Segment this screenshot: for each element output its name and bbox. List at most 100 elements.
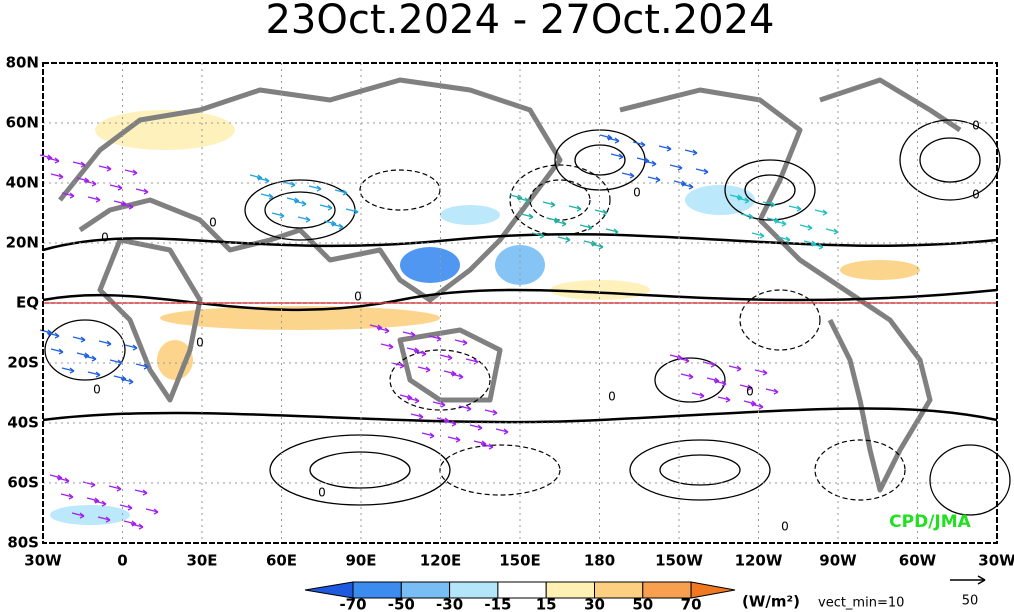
flux-vector xyxy=(531,232,545,239)
flux-vector xyxy=(130,523,144,530)
lat-label: 20N xyxy=(6,234,39,252)
flux-vector xyxy=(72,336,86,343)
flux-vector xyxy=(684,149,698,156)
flux-vector xyxy=(93,500,107,507)
reference-vector: 50 xyxy=(950,575,986,609)
flux-vector xyxy=(46,157,60,164)
flux-vector xyxy=(680,183,694,190)
flux-vector xyxy=(799,224,813,231)
flux-vector xyxy=(777,236,791,243)
flux-vector xyxy=(87,371,101,378)
contour-label: 0 xyxy=(318,486,326,500)
grid xyxy=(43,63,997,543)
colorbar: -70 -50 -30 -15 15 30 50 70 xyxy=(304,581,736,612)
contour-label: 0 xyxy=(209,216,217,230)
lon-label: 30W xyxy=(24,552,62,570)
lon-label: 60E xyxy=(266,552,297,570)
flux-vector xyxy=(454,339,468,346)
flux-vector xyxy=(579,224,593,231)
flux-vector xyxy=(46,332,60,339)
flux-vector xyxy=(119,504,133,511)
flux-vector xyxy=(71,512,85,519)
lat-label: 60N xyxy=(6,114,39,132)
flux-vector xyxy=(739,384,753,391)
lon-label: 30W xyxy=(978,552,1014,570)
flux-vector xyxy=(334,189,348,196)
flux-vector xyxy=(621,172,635,179)
contour-label: 0 xyxy=(101,231,109,245)
flux-vector xyxy=(83,180,97,187)
flux-vector xyxy=(469,424,483,431)
flux-vector xyxy=(516,197,530,204)
flux-vector xyxy=(484,409,498,416)
flux-vector xyxy=(380,343,394,350)
contour-label: 0 xyxy=(781,520,789,534)
colorbar-unit: (W/m²) xyxy=(742,593,800,611)
flux-vector xyxy=(297,216,311,223)
contour-label: 0 xyxy=(746,385,754,399)
flux-vector xyxy=(83,355,97,362)
colorbar-label: -15 xyxy=(484,596,511,612)
contour-label: 0 xyxy=(633,186,641,200)
flux-vector xyxy=(87,196,101,203)
flux-vector xyxy=(60,493,74,500)
flux-vector xyxy=(458,405,472,412)
flux-vector xyxy=(61,192,75,199)
flux-vector xyxy=(762,201,776,208)
flux-vector xyxy=(594,209,608,216)
flux-vector xyxy=(740,213,754,220)
flux-vector xyxy=(376,327,390,334)
flux-vector xyxy=(447,436,461,443)
flux-vector xyxy=(717,396,731,403)
flux-vector xyxy=(553,220,567,227)
flux-vector xyxy=(643,160,657,167)
map-panel: CPD/JMA xyxy=(39,62,1011,544)
flux-vector xyxy=(124,169,138,176)
flux-vector xyxy=(754,369,768,376)
flux-vector xyxy=(402,331,416,338)
flux-vector xyxy=(345,208,359,215)
flux-vector xyxy=(293,200,307,207)
lon-label: 120E xyxy=(420,552,462,570)
flux-vector xyxy=(108,485,122,492)
flux-vector xyxy=(61,367,75,374)
lon-label: 150W xyxy=(655,552,703,570)
flux-vector xyxy=(98,340,112,347)
lon-label: 90E xyxy=(345,552,376,570)
flux-vector xyxy=(542,201,556,208)
flux-vector xyxy=(98,165,112,172)
flux-vector xyxy=(134,489,148,496)
flux-vector xyxy=(319,204,333,211)
flux-vector xyxy=(120,203,134,210)
contour-label: 0 xyxy=(354,290,362,304)
flux-vector xyxy=(480,443,494,450)
lat-label: 60S xyxy=(7,474,39,492)
lat-label: 40N xyxy=(6,174,39,192)
contour-label: 0 xyxy=(972,119,980,133)
flux-vector xyxy=(443,420,457,427)
flux-vector xyxy=(145,508,159,515)
flux-vector xyxy=(520,213,534,220)
flux-vector xyxy=(495,428,509,435)
lon-label: 30E xyxy=(186,552,217,570)
flux-vector xyxy=(124,344,138,351)
flux-vector xyxy=(72,161,86,168)
flux-vector xyxy=(109,184,123,191)
contour-label: 0 xyxy=(972,188,980,202)
flux-vector xyxy=(605,228,619,235)
colorbar-label: 30 xyxy=(584,596,605,612)
flux-vector xyxy=(728,365,742,372)
flux-vector xyxy=(391,362,405,369)
flux-vector xyxy=(713,380,727,387)
flux-vector xyxy=(825,228,839,235)
reference-vector-label: 50 xyxy=(962,594,979,609)
flux-vector xyxy=(417,366,431,373)
colorbar-label: -50 xyxy=(388,596,415,612)
title: 23Oct.2024 - 27Oct.2024 xyxy=(265,0,774,43)
flux-vector xyxy=(810,243,824,250)
flux-vector xyxy=(750,403,764,410)
flux-vector xyxy=(814,209,828,216)
flux-vector xyxy=(568,205,582,212)
flux-vector xyxy=(647,176,661,183)
